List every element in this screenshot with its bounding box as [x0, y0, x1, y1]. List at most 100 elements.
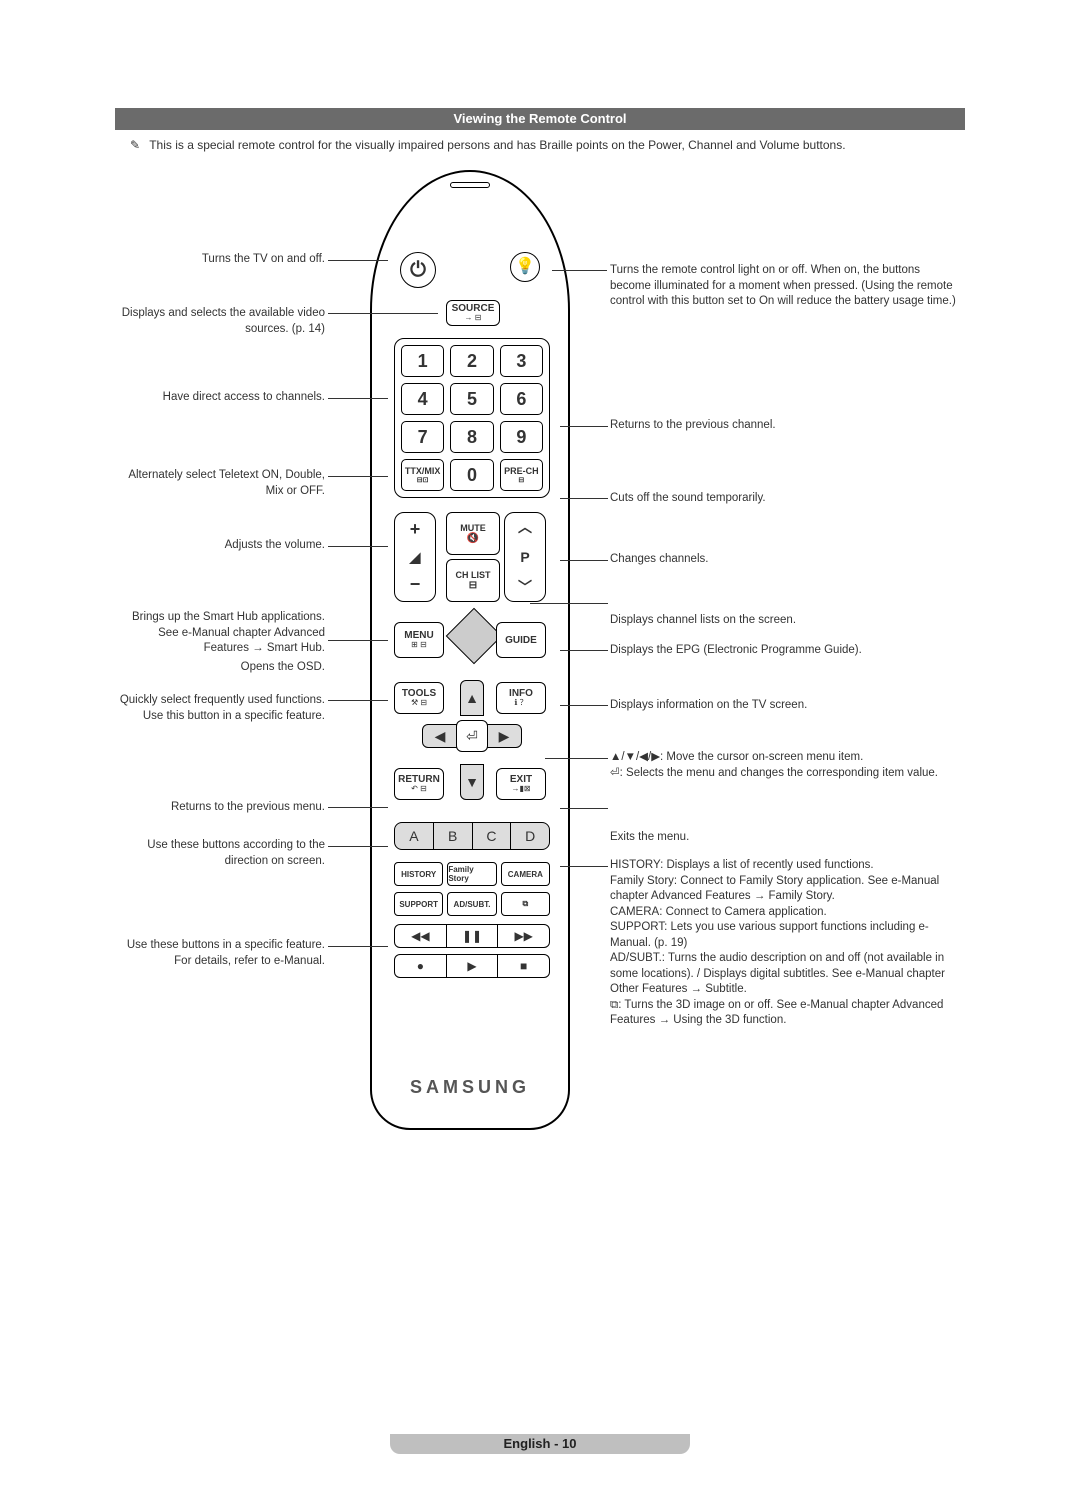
btn-d: D	[511, 823, 549, 849]
callout-volume: Adjusts the volume.	[115, 538, 325, 554]
line	[560, 705, 608, 706]
intro-note: ✎ This is a special remote control for t…	[130, 138, 960, 152]
callout-smarthub: Brings up the Smart Hub applications. Se…	[115, 610, 325, 657]
callout-ttx: Alternately select Teletext ON, Double, …	[115, 468, 325, 499]
callout-playback: Use these buttons in a specific feature.…	[115, 938, 325, 969]
line	[560, 498, 608, 499]
line	[560, 866, 608, 867]
line	[328, 846, 388, 847]
feature-row-1: HISTORY Family Story CAMERA	[394, 862, 550, 886]
ttx-button: TTX/MIX⊟⊡	[401, 459, 444, 491]
line	[328, 700, 388, 701]
exit-button: EXIT→▮⊠	[496, 768, 546, 800]
num-0: 0	[450, 459, 493, 491]
smarthub-button	[446, 608, 503, 665]
chlist-button: CH LIST⊟	[446, 559, 500, 602]
callout-features: HISTORY: Displays a list of recently use…	[610, 858, 965, 1029]
line	[560, 426, 608, 427]
num-9: 9	[500, 421, 543, 453]
mute-button: MUTE🔇	[446, 512, 500, 555]
line	[328, 546, 388, 547]
light-button: 💡	[510, 252, 540, 282]
source-sub: → ⊟	[465, 314, 482, 323]
callout-dpad: ▲/▼/◀/▶: Move the cursor on-screen menu …	[610, 750, 960, 781]
pause-button: ❚❚	[447, 925, 499, 947]
stop-button: ■	[498, 955, 549, 977]
line	[328, 313, 438, 314]
return-button: RETURN↶ ⊟	[394, 768, 444, 800]
btn-a: A	[395, 823, 434, 849]
dpad-up: ▲	[460, 680, 484, 716]
feature-row-2: SUPPORT AD/SUBT. ⧉	[394, 892, 550, 916]
mute-chlist-col: MUTE🔇 CH LIST⊟	[446, 512, 500, 602]
prech-button: PRE-CH⊟	[500, 459, 543, 491]
brand-logo: SAMSUNG	[372, 1077, 568, 1098]
number-pad: 1 2 3 4 5 6 7 8 9 TTX/MIX⊟⊡ 0 PRE-CH⊟	[394, 338, 550, 498]
familystory-button: Family Story	[447, 862, 496, 886]
dpad-down: ▼	[460, 764, 484, 800]
num-4: 4	[401, 383, 444, 415]
btn-b: B	[434, 823, 473, 849]
callout-channel: Changes channels.	[610, 552, 960, 568]
dpad-right: ▶	[486, 724, 522, 748]
dpad-left: ◀	[422, 724, 458, 748]
line	[328, 640, 388, 641]
callout-numbers: Have direct access to channels.	[115, 390, 325, 406]
callout-prech: Returns to the previous channel.	[610, 418, 960, 434]
num-6: 6	[500, 383, 543, 415]
num-7: 7	[401, 421, 444, 453]
support-button: SUPPORT	[394, 892, 443, 916]
section-header: Viewing the Remote Control	[115, 108, 965, 130]
callout-menu: Opens the OSD.	[115, 660, 325, 676]
line	[328, 807, 388, 808]
callout-light: Turns the remote control light on or off…	[610, 263, 960, 310]
num-1: 1	[401, 345, 444, 377]
page-footer: English - 10	[390, 1434, 690, 1454]
btn-c: C	[473, 823, 512, 849]
line	[328, 476, 388, 477]
callout-return: Returns to the previous menu.	[115, 800, 325, 816]
camera-button: CAMERA	[501, 862, 550, 886]
line	[328, 260, 388, 261]
line	[560, 560, 608, 561]
num-8: 8	[450, 421, 493, 453]
line	[530, 603, 608, 604]
line	[552, 270, 607, 271]
power-button: ⏻	[400, 252, 436, 288]
channel-rocker: ︿P﹀	[504, 512, 546, 602]
line	[560, 650, 608, 651]
intro-text: This is a special remote control for the…	[149, 138, 845, 152]
adsubt-button: AD/SUBT.	[447, 892, 496, 916]
line	[328, 398, 388, 399]
rew-button: ◀◀	[395, 925, 447, 947]
callout-info: Displays information on the TV screen.	[610, 698, 960, 714]
dpad-enter: ⏎	[456, 720, 488, 752]
callout-chlist: Displays channel lists on the screen.	[610, 613, 960, 629]
menu-button: MENU⊞ ⊟	[394, 622, 444, 658]
num-2: 2	[450, 345, 493, 377]
callout-source: Displays and selects the available video…	[115, 306, 325, 337]
callout-tools: Quickly select frequently used functions…	[115, 693, 325, 724]
callout-power: Turns the TV on and off.	[115, 252, 325, 268]
threed-button: ⧉	[501, 892, 550, 916]
top-notch	[450, 182, 490, 188]
playback-row-2: ● ▶ ■	[394, 954, 550, 978]
volume-rocker: +◢−	[394, 512, 436, 602]
remote-diagram: ⏻ 💡 SOURCE → ⊟ 1 2 3 4 5 6 7 8 9 TTX/MIX…	[370, 170, 570, 1130]
line	[560, 808, 608, 809]
playback-row-1: ◀◀ ❚❚ ▶▶	[394, 924, 550, 948]
note-icon: ✎	[130, 138, 140, 152]
play-button: ▶	[447, 955, 499, 977]
guide-button: GUIDE	[496, 622, 546, 658]
callout-mute: Cuts off the sound temporarily.	[610, 491, 960, 507]
history-button: HISTORY	[394, 862, 443, 886]
ff-button: ▶▶	[498, 925, 549, 947]
num-3: 3	[500, 345, 543, 377]
color-buttons: A B C D	[394, 822, 550, 850]
rec-button: ●	[395, 955, 447, 977]
callout-exit: Exits the menu.	[610, 830, 960, 846]
line	[328, 946, 388, 947]
num-5: 5	[450, 383, 493, 415]
callout-guide: Displays the EPG (Electronic Programme G…	[610, 643, 960, 659]
line	[545, 758, 608, 759]
